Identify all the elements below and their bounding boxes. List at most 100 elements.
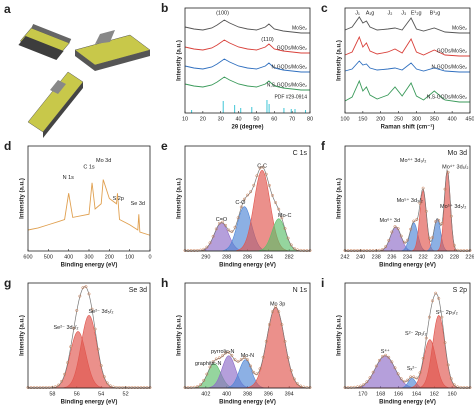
raw-point bbox=[431, 299, 434, 303]
raw-point bbox=[352, 385, 356, 389]
raw-point bbox=[258, 367, 262, 371]
raw-point bbox=[409, 227, 413, 231]
panel-letter: h bbox=[161, 276, 168, 290]
raw-point bbox=[271, 310, 274, 314]
raw-point bbox=[32, 386, 36, 389]
component-label: Mo 3p bbox=[270, 302, 285, 308]
raw-point bbox=[274, 201, 278, 205]
raw-point bbox=[217, 356, 221, 360]
raw-point bbox=[205, 372, 209, 376]
raw-point bbox=[233, 225, 237, 229]
raw-point bbox=[374, 364, 378, 368]
x-tick-label: 300 bbox=[412, 116, 421, 122]
raw-point bbox=[252, 370, 256, 374]
x-tick-label: 236 bbox=[387, 254, 396, 260]
raw-point bbox=[371, 249, 375, 252]
x-tick-label: 402 bbox=[201, 391, 210, 397]
x-axis-label: Binding energy (eV) bbox=[379, 400, 436, 406]
raw-point bbox=[437, 296, 441, 300]
fit-component bbox=[28, 314, 150, 389]
panel-title: Mo 3d bbox=[448, 150, 468, 157]
raw-point bbox=[305, 249, 309, 252]
raw-point bbox=[446, 363, 450, 367]
raw-point bbox=[452, 383, 456, 387]
raw-point bbox=[292, 377, 296, 381]
raw-point bbox=[84, 285, 88, 289]
raw-point bbox=[186, 386, 190, 389]
raw-point bbox=[305, 385, 309, 389]
raw-point bbox=[202, 247, 206, 251]
x-axis-label: 2θ (degree) bbox=[232, 125, 264, 131]
raw-point bbox=[186, 249, 190, 252]
raw-point bbox=[221, 220, 224, 224]
component-label: Sₓ²⁻ bbox=[407, 366, 417, 372]
panel-letter: e bbox=[161, 139, 168, 153]
panel-title: Se 3d bbox=[129, 287, 147, 294]
panel-letter: i bbox=[321, 276, 324, 290]
raw-point bbox=[384, 353, 388, 357]
panel-title: N 1s bbox=[293, 287, 308, 294]
x-tick-label: 282 bbox=[285, 254, 294, 260]
raw-point bbox=[189, 249, 193, 252]
x-tick-label: 600 bbox=[23, 254, 32, 260]
raw-point bbox=[142, 386, 146, 389]
raw-point bbox=[434, 220, 438, 223]
raw-point bbox=[249, 364, 253, 368]
raw-point bbox=[280, 216, 284, 220]
x-tick-label: 350 bbox=[430, 116, 439, 122]
raw-point bbox=[437, 218, 441, 222]
raw-point bbox=[211, 360, 215, 363]
raw-point bbox=[199, 383, 203, 386]
raw-point bbox=[246, 193, 249, 197]
raw-point bbox=[371, 370, 375, 374]
raw-point bbox=[412, 375, 416, 379]
x-tick-label: 30 bbox=[218, 116, 224, 122]
series-label: GQDs/MoSe₂ bbox=[437, 48, 467, 54]
raw-point bbox=[50, 385, 54, 389]
x-tick-label: 168 bbox=[376, 391, 385, 397]
series-line bbox=[344, 60, 470, 73]
plot-frame bbox=[27, 145, 151, 252]
raw-point bbox=[214, 357, 218, 361]
annotation: J₃ bbox=[401, 11, 406, 17]
annotation: (110) bbox=[261, 37, 274, 43]
raw-point bbox=[368, 376, 372, 380]
raw-point bbox=[139, 386, 143, 389]
panel-letter: a bbox=[4, 2, 11, 16]
raw-point bbox=[35, 386, 39, 389]
raw-point bbox=[431, 236, 434, 239]
raw-point bbox=[136, 386, 140, 389]
raw-point bbox=[424, 209, 428, 213]
raw-point bbox=[424, 336, 428, 340]
component-label: S⁴⁺ bbox=[381, 348, 390, 355]
x-axis-label: Binding energy (eV) bbox=[379, 263, 436, 269]
raw-point bbox=[377, 248, 381, 252]
raw-point bbox=[289, 369, 293, 372]
raw-point bbox=[462, 249, 466, 252]
raw-point bbox=[418, 371, 422, 375]
raw-point bbox=[399, 377, 403, 381]
raw-point bbox=[271, 193, 274, 197]
x-tick-label: 242 bbox=[340, 254, 349, 260]
raw-point bbox=[127, 386, 131, 389]
raw-point bbox=[44, 386, 48, 389]
raw-point bbox=[47, 385, 51, 389]
raw-point bbox=[60, 379, 63, 383]
x-tick-label: 52 bbox=[123, 391, 129, 397]
raw-point bbox=[465, 386, 469, 389]
x-tick-label: 100 bbox=[340, 116, 349, 122]
x-tick-label: 100 bbox=[125, 254, 134, 260]
raw-point bbox=[115, 385, 118, 389]
raw-point bbox=[362, 249, 366, 252]
x-tick-label: 500 bbox=[44, 254, 53, 260]
raw-point bbox=[81, 286, 85, 290]
raw-point bbox=[362, 383, 366, 386]
x-tick-label: 234 bbox=[403, 254, 412, 260]
raw-point bbox=[221, 354, 224, 358]
plot-frame bbox=[184, 7, 311, 114]
raw-point bbox=[87, 292, 91, 296]
raw-point bbox=[402, 240, 406, 244]
annotation: Mo 3d bbox=[96, 158, 111, 164]
raw-point bbox=[96, 347, 100, 351]
